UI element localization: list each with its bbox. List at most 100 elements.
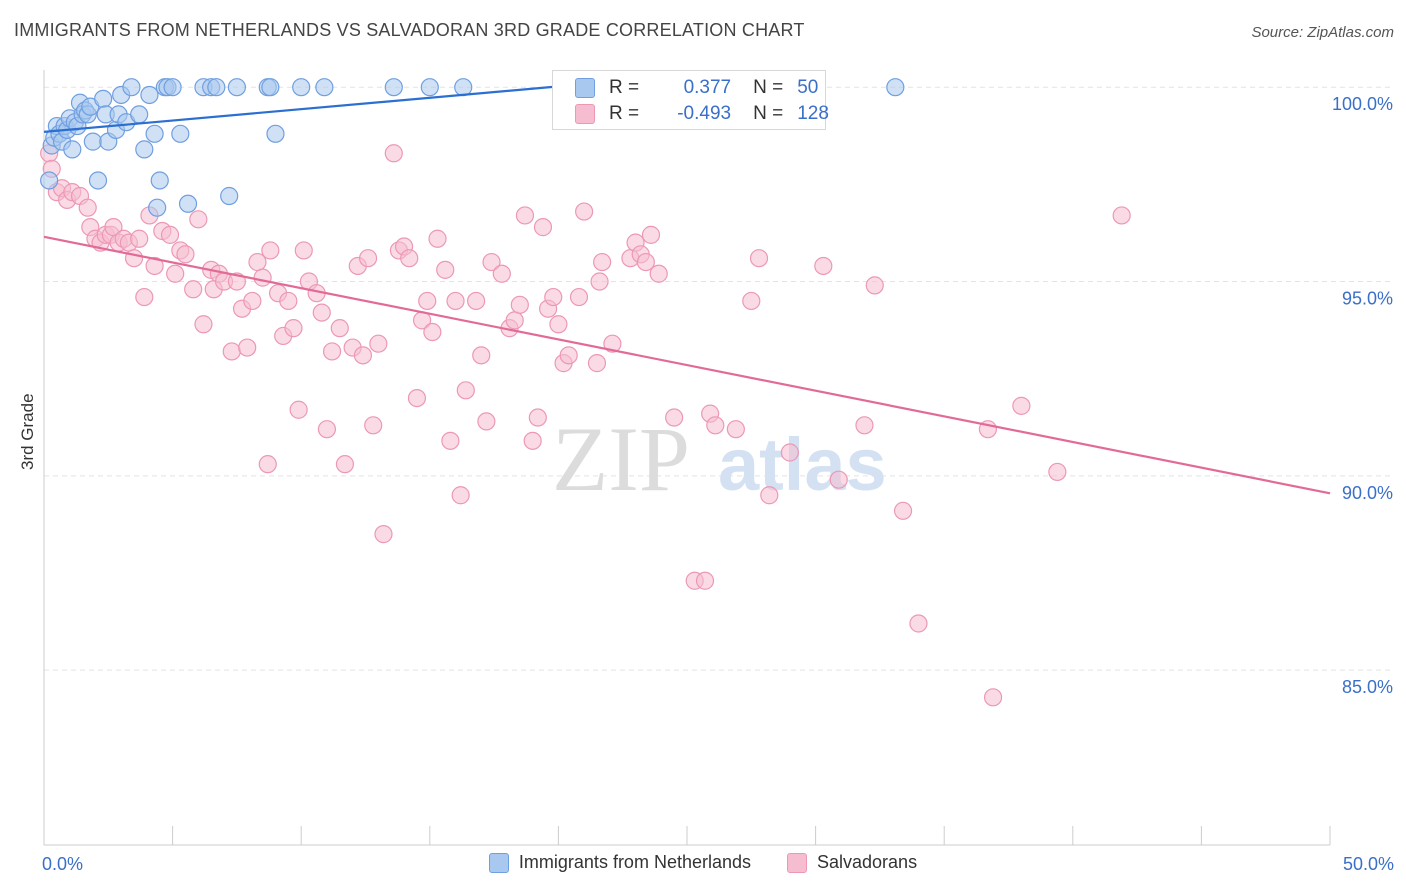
salvadoran-point xyxy=(166,264,185,283)
salvadoran-point xyxy=(587,354,607,373)
netherlands-point xyxy=(261,78,280,97)
stats-r-value: -0.493 xyxy=(677,103,732,124)
x-tick-label: 0.0% xyxy=(42,854,83,874)
stats-swatch-netherlands xyxy=(575,78,595,98)
salvadoran-point xyxy=(441,431,460,450)
salvadoran-point xyxy=(130,229,149,248)
salvadorans-points xyxy=(40,144,1131,707)
netherlands-point xyxy=(130,105,149,124)
salvadoran-point xyxy=(780,443,799,462)
salvadoran-point xyxy=(510,295,529,314)
stats-r-label: R = xyxy=(609,77,640,98)
netherlands-point xyxy=(150,171,169,190)
stats-r-label: R = xyxy=(609,103,640,124)
salvadoran-point xyxy=(523,431,542,450)
salvadoran-point xyxy=(726,420,745,439)
legend-swatch-salvadorans xyxy=(787,852,807,873)
legend-item-netherlands[interactable]: Immigrants from Netherlands xyxy=(488,852,751,873)
salvadoran-point xyxy=(549,315,568,334)
salvadoran-point xyxy=(369,334,388,353)
netherlands-point xyxy=(40,171,59,190)
netherlands-point xyxy=(83,132,102,151)
stats-n-label: N = xyxy=(753,77,784,98)
netherlands-point xyxy=(63,140,82,159)
netherlands-point xyxy=(292,78,311,97)
salvadoran-point xyxy=(451,486,470,505)
salvadoran-point xyxy=(384,144,403,163)
source-note: Source: ZipAtlas.com xyxy=(1251,24,1394,41)
watermark: ZIP atlas xyxy=(552,408,887,510)
legend-label-netherlands: Immigrants from Netherlands xyxy=(518,852,751,872)
legend-swatch-netherlands xyxy=(488,852,509,873)
watermark-atlas: atlas xyxy=(718,423,887,506)
salvadoran-point xyxy=(364,416,383,435)
salvadoran-point xyxy=(603,334,622,353)
salvadoran-point xyxy=(505,311,524,330)
salvadoran-point xyxy=(189,210,208,229)
salvadoran-point xyxy=(742,291,761,311)
salvadoran-point xyxy=(528,408,547,427)
salvadoran-point xyxy=(706,416,725,435)
salvadoran-point xyxy=(312,303,331,322)
salvadoran-point xyxy=(284,319,303,338)
salvadoran-point xyxy=(760,486,779,505)
trend-lines xyxy=(43,84,1331,495)
salvadoran-point xyxy=(456,381,475,400)
netherlands-point xyxy=(163,78,182,97)
netherlands-point xyxy=(122,78,141,97)
salvadoran-point xyxy=(559,346,578,365)
netherlands-point xyxy=(171,124,190,143)
netherlands-point xyxy=(420,78,439,97)
stats-n-value: 128 xyxy=(797,103,829,124)
salvadoran-point xyxy=(78,198,97,217)
axes xyxy=(43,70,1331,846)
netherlands-point xyxy=(207,78,226,97)
legend-item-salvadorans[interactable]: Salvadorans xyxy=(787,852,917,873)
salvadoran-point xyxy=(418,291,437,311)
salvadoran-point xyxy=(544,287,563,307)
salvadoran-point xyxy=(436,260,455,279)
salvadoran-point xyxy=(335,455,355,474)
salvadoran-point xyxy=(279,291,298,311)
salvadoran-point xyxy=(294,241,313,260)
netherlands-point xyxy=(384,78,403,97)
stats-row-netherlands: R = 0.377 N = 50 xyxy=(575,75,818,101)
salvadoran-point xyxy=(194,315,213,334)
salvadoran-point xyxy=(482,252,501,272)
netherlands-point xyxy=(266,124,285,143)
stats-swatch-salvadorans xyxy=(575,104,595,124)
y-axis-label: 3rd Grade xyxy=(18,393,37,470)
netherlands-point xyxy=(454,78,473,97)
salvadoran-point xyxy=(909,614,928,633)
salvadoran-point xyxy=(400,249,419,268)
salvadoran-point xyxy=(590,272,609,291)
netherlands-point xyxy=(140,85,159,105)
salvadoran-point xyxy=(814,256,833,276)
salvadoran-point xyxy=(353,346,373,365)
salvadoran-point xyxy=(636,252,655,272)
salvadorans-trend-line xyxy=(43,235,1331,495)
bottom-legend: Immigrants from Netherlands Salvadorans xyxy=(0,852,1406,873)
salvadoran-point xyxy=(575,202,594,221)
x-tick-label: 50.0% xyxy=(1343,854,1394,874)
salvadoran-point xyxy=(407,388,427,408)
salvadoran-point xyxy=(472,346,491,365)
salvadoran-point xyxy=(374,525,393,544)
salvadoran-point xyxy=(222,342,241,361)
netherlands-point xyxy=(94,89,113,108)
stats-row-salvadorans: R = -0.493 N = 128 xyxy=(575,101,829,127)
salvadoran-point xyxy=(466,291,486,311)
salvadoran-point xyxy=(649,264,668,283)
y-tick-label: 85.0% xyxy=(1342,677,1393,697)
salvadoran-point xyxy=(160,225,180,244)
salvadoran-point xyxy=(569,287,589,307)
netherlands-point xyxy=(178,194,198,213)
salvadoran-point xyxy=(1012,396,1031,415)
legend-label-salvadorans: Salvadorans xyxy=(817,852,918,872)
salvadoran-point xyxy=(1112,206,1131,225)
salvadoran-point xyxy=(593,252,612,272)
netherlands-point xyxy=(88,171,108,190)
netherlands-point xyxy=(315,78,334,97)
netherlands-point xyxy=(145,124,164,143)
